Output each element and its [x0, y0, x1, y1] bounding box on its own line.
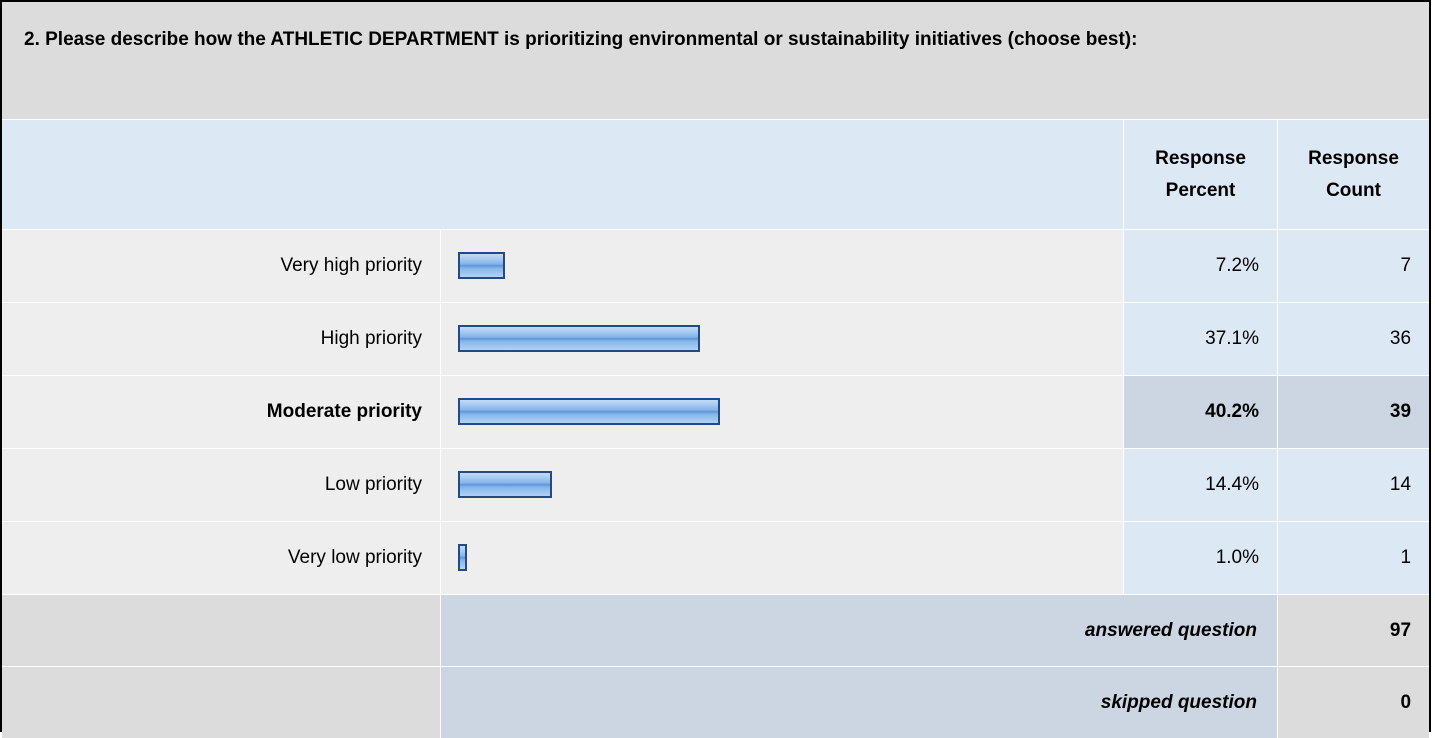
bar-cell	[441, 302, 1124, 375]
response-percent-header-line1: Response	[1155, 147, 1246, 169]
answer-label: Very high priority	[2, 229, 441, 302]
bar-cell	[441, 375, 1124, 448]
answer-rows: Very high priority 7.2% 7 High priority 37.1…	[2, 229, 1430, 594]
response-count: 39	[1278, 375, 1430, 448]
response-count-header: Response Count	[1278, 120, 1430, 229]
response-bar	[458, 544, 467, 571]
footer-blank	[2, 594, 441, 666]
response-percent: 40.2%	[1124, 375, 1278, 448]
answer-row: Very high priority 7.2% 7	[2, 229, 1430, 302]
skipped-question-value: 0	[1278, 666, 1430, 738]
response-count: 1	[1278, 521, 1430, 594]
answer-row: Very low priority 1.0% 1	[2, 521, 1430, 594]
answer-label: Moderate priority	[2, 375, 441, 448]
answer-row: Low priority 14.4% 14	[2, 448, 1430, 521]
footer-blank	[2, 666, 441, 738]
question-title: 2. Please describe how the ATHLETIC DEPA…	[2, 2, 1430, 120]
answered-question-value: 97	[1278, 594, 1430, 666]
answered-question-label: answered question	[441, 594, 1278, 666]
header-blank	[2, 120, 1124, 229]
bar-cell	[441, 229, 1124, 302]
response-percent: 1.0%	[1124, 521, 1278, 594]
bar-cell	[441, 448, 1124, 521]
response-count-header-line2: Count	[1326, 179, 1381, 201]
response-bar	[458, 471, 552, 498]
answer-row: High priority 37.1% 36	[2, 302, 1430, 375]
response-percent: 7.2%	[1124, 229, 1278, 302]
response-percent-header-line2: Percent	[1165, 179, 1236, 201]
response-count: 36	[1278, 302, 1430, 375]
response-count: 7	[1278, 229, 1430, 302]
answer-label: Very low priority	[2, 521, 441, 594]
response-bar	[458, 398, 720, 425]
response-bar	[458, 325, 700, 352]
answer-label: Low priority	[2, 448, 441, 521]
skipped-question-label: skipped question	[441, 666, 1278, 738]
bar-cell	[441, 521, 1124, 594]
answer-label: High priority	[2, 302, 441, 375]
response-percent: 37.1%	[1124, 302, 1278, 375]
response-count: 14	[1278, 448, 1430, 521]
response-percent: 14.4%	[1124, 448, 1278, 521]
response-bar	[458, 252, 505, 279]
response-count-header-line1: Response	[1308, 147, 1399, 169]
response-percent-header: Response Percent	[1124, 120, 1278, 229]
answer-row: Moderate priority 40.2% 39	[2, 375, 1430, 448]
